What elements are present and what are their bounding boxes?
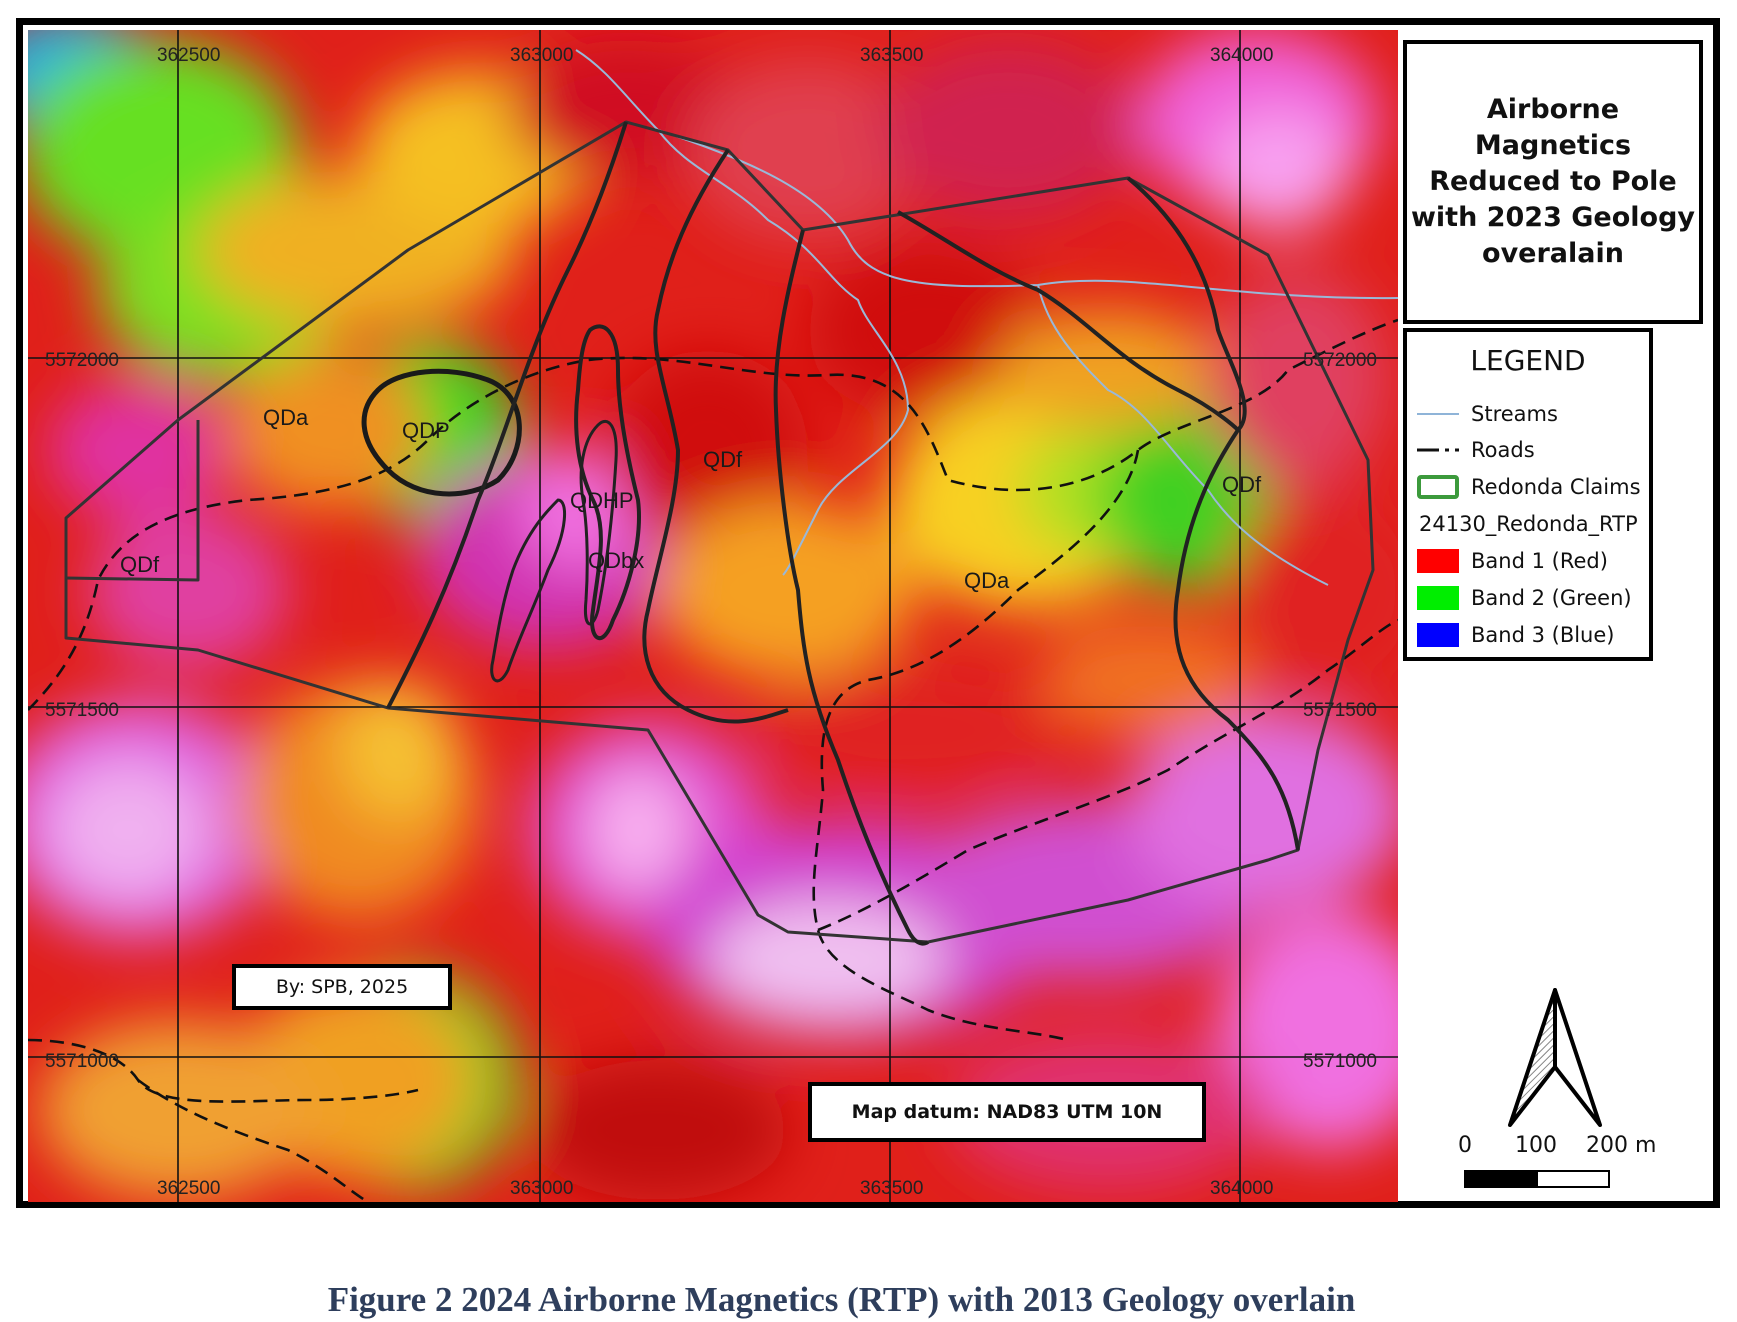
y-tick-right-1: 5572000: [1303, 350, 1377, 371]
legend-raster-name: 24130_Redonda_RTP: [1419, 509, 1638, 539]
legend-label-band-1: Band 1 (Red): [1471, 549, 1608, 573]
y-tick-left-3: 5571000: [45, 1051, 119, 1072]
x-tick-top-4: 364000: [1210, 45, 1274, 66]
legend-panel: LEGEND Streams Roads Redonda Claims 2413…: [1403, 328, 1653, 661]
map-title: Airborne Magnetics Reduced to Pole with …: [1410, 94, 1696, 269]
geology-label-qdf-center: QDf: [703, 447, 743, 472]
legend-label-raster: 24130_Redonda_RTP: [1419, 512, 1638, 536]
map-title-box: Airborne Magnetics Reduced to Pole with …: [1403, 40, 1703, 324]
legend-item-band-3: Band 3 (Blue): [1417, 620, 1614, 650]
stream-line-icon: [1417, 402, 1459, 426]
legend-item-streams: Streams: [1417, 399, 1558, 429]
geology-label-qdbx: QDbx: [588, 548, 645, 573]
x-tick-top-3: 363500: [860, 45, 924, 66]
y-tick-right-2: 5571500: [1303, 700, 1377, 721]
y-tick-left-1: 5572000: [45, 350, 119, 371]
legend-title: LEGEND: [1470, 344, 1586, 377]
legend-item-redonda-claims: Redonda Claims: [1417, 472, 1641, 502]
datum-box: Map datum: NAD83 UTM 10N: [808, 1082, 1206, 1142]
scale-label-200m: 200 m: [1586, 1133, 1657, 1158]
legend-label-band-2: Band 2 (Green): [1471, 586, 1632, 610]
road-dash-icon: [1417, 438, 1459, 462]
geology-label-qdf-east: QDf: [1222, 472, 1262, 497]
x-tick-bottom-1: 362500: [157, 1178, 221, 1199]
scale-label-100: 100: [1515, 1133, 1557, 1158]
author-label: By: SPB, 2025: [275, 976, 409, 998]
x-tick-top-1: 362500: [157, 45, 221, 66]
author-box: By: SPB, 2025: [232, 964, 452, 1010]
geology-label-qda-east: QDa: [964, 568, 1010, 593]
legend-label-redonda-claims: Redonda Claims: [1471, 475, 1641, 499]
geology-label-qdf-west: QDf: [120, 552, 160, 577]
legend-item-roads: Roads: [1417, 435, 1535, 465]
magnetics-map: [28, 30, 1398, 1202]
geology-label-qda-west: QDa: [263, 405, 309, 430]
datum-label: Map datum: NAD83 UTM 10N: [851, 1101, 1163, 1123]
figure-caption: Figure 2 2024 Airborne Magnetics (RTP) w…: [327, 1280, 1356, 1319]
legend-label-streams: Streams: [1471, 402, 1558, 426]
x-tick-bottom-4: 364000: [1210, 1178, 1274, 1199]
x-tick-bottom-2: 363000: [510, 1178, 574, 1199]
scale-label-0: 0: [1458, 1133, 1472, 1158]
claim-box-icon: [1417, 475, 1459, 499]
scale-bar: [1464, 1170, 1610, 1188]
y-tick-left-2: 5571500: [45, 700, 119, 721]
legend-item-band-2: Band 2 (Green): [1417, 583, 1632, 613]
legend-label-roads: Roads: [1471, 438, 1535, 462]
geology-label-qdp: QDP: [402, 418, 450, 443]
geology-label-qdhp: QDHP: [570, 488, 634, 513]
band-2-swatch: [1417, 586, 1459, 610]
north-arrow-icon: [1508, 988, 1602, 1127]
legend-item-band-1: Band 1 (Red): [1417, 546, 1608, 576]
band-1-swatch: [1417, 549, 1459, 573]
legend-label-band-3: Band 3 (Blue): [1471, 623, 1615, 647]
band-3-swatch: [1417, 623, 1459, 647]
y-tick-right-3: 5571000: [1303, 1051, 1377, 1072]
x-tick-top-2: 363000: [510, 45, 574, 66]
x-tick-bottom-3: 363500: [860, 1178, 924, 1199]
